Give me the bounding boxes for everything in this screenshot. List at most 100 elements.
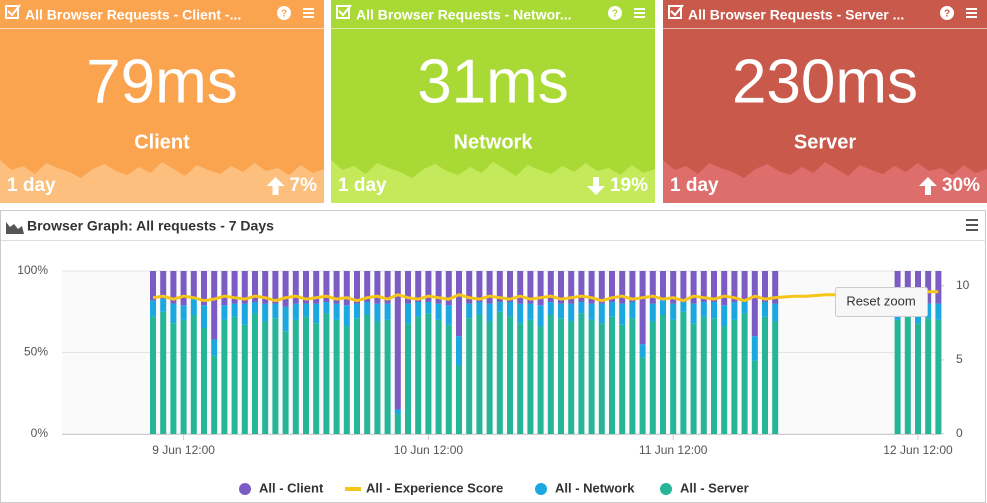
- y-tick-label: 100%: [17, 263, 48, 277]
- bar-segment: [690, 271, 697, 304]
- bar-segment: [435, 319, 442, 434]
- bar-segment: [292, 271, 299, 304]
- legend-label[interactable]: All - Client: [259, 480, 324, 495]
- bar-segment: [558, 303, 564, 319]
- menu-bar: [303, 16, 314, 18]
- bar-segment: [476, 301, 483, 316]
- bar-segment: [904, 316, 911, 434]
- legend-label[interactable]: All - Server: [680, 480, 749, 495]
- bar-segment: [527, 319, 534, 434]
- y2-tick-label: 10: [956, 278, 970, 292]
- bar-segment: [343, 271, 350, 306]
- bar-segment: [547, 271, 554, 302]
- bar-segment: [303, 303, 309, 317]
- bar-segment: [609, 316, 615, 434]
- bar-segment: [170, 323, 177, 434]
- bar-segment: [374, 303, 381, 322]
- bar-segment: [680, 311, 687, 434]
- tile-label: Network: [454, 131, 534, 153]
- bar-segment: [180, 305, 187, 320]
- bar-segment: [272, 318, 279, 434]
- bar-segment: [639, 344, 646, 358]
- tile-period: 1 day: [7, 175, 56, 196]
- bar-segment: [496, 311, 503, 434]
- tile-help[interactable]: [608, 6, 622, 20]
- reset-zoom-label: Reset zoom: [846, 293, 915, 308]
- bar-segment: [190, 271, 197, 298]
- bar-segment: [201, 271, 207, 306]
- panel-menu[interactable]: [966, 219, 978, 231]
- bar-segment: [496, 271, 503, 302]
- bar-segment: [547, 301, 554, 316]
- bar-segment: [578, 301, 585, 314]
- bar-segment: [578, 313, 585, 434]
- tile-trend-arrow: [266, 177, 285, 195]
- bar-segment: [384, 271, 391, 304]
- bar-segment: [894, 319, 901, 434]
- bar-segment: [221, 271, 228, 306]
- tile-checkbox: [336, 5, 350, 19]
- legend-label[interactable]: All - Network: [555, 480, 635, 495]
- bar-segment: [323, 301, 330, 314]
- bar-segment: [150, 271, 156, 301]
- tile-trend-arrow: [918, 177, 937, 195]
- tile-help[interactable]: [940, 6, 954, 20]
- tile-check: [338, 4, 352, 17]
- tile-help[interactable]: [277, 6, 291, 20]
- bar-segment: [486, 271, 493, 304]
- tile-menu[interactable]: [634, 8, 645, 18]
- bar-segment: [313, 323, 320, 434]
- bar-segment: [415, 301, 422, 317]
- bar-segment: [609, 301, 615, 317]
- bar-segment: [588, 319, 595, 434]
- bar-segment: [772, 303, 779, 322]
- tile-title: All Browser Requests - Networ...: [356, 7, 572, 23]
- bar-segment: [282, 306, 289, 332]
- bar-segment: [323, 313, 330, 434]
- bar-segment: [711, 271, 717, 302]
- bar-segment: [354, 318, 360, 434]
- bar-segment: [690, 303, 697, 324]
- bar-segment: [425, 301, 432, 314]
- bar-segment: [711, 318, 717, 434]
- bar-segment: [537, 305, 544, 327]
- bar-segment: [741, 300, 748, 314]
- bar-segment: [211, 271, 218, 340]
- tile-menu[interactable]: [303, 8, 314, 18]
- bar-segment: [466, 318, 473, 434]
- bar-segment: [445, 271, 452, 306]
- bar-segment: [507, 271, 513, 302]
- legend-marker: [535, 483, 547, 495]
- bar-segment: [221, 305, 228, 320]
- bar-segment: [343, 326, 350, 434]
- bar-segment: [405, 271, 411, 304]
- bar-segment: [272, 303, 279, 319]
- bar-segment: [170, 303, 177, 324]
- tile-menu[interactable]: [966, 8, 977, 18]
- bar-segment: [537, 326, 544, 434]
- bar-segment: [486, 321, 493, 434]
- line-series: [152, 290, 939, 303]
- bar-segment: [272, 271, 279, 304]
- bar-segment: [282, 331, 289, 434]
- bar-segment: [639, 271, 646, 345]
- bar-segment: [700, 316, 707, 434]
- bar-segment: [670, 319, 677, 434]
- tile-title: All Browser Requests - Server ...: [688, 7, 904, 23]
- bar-segment: [537, 271, 544, 306]
- reset-zoom-button[interactable]: [835, 287, 928, 317]
- bar-segment: [558, 271, 564, 304]
- bar-segment: [507, 316, 513, 434]
- tile-check: [670, 4, 684, 17]
- bar-segment: [160, 298, 167, 312]
- tile-period: 1 day: [338, 175, 387, 196]
- bar-segment: [517, 271, 524, 304]
- tile-period: 1 day: [670, 175, 719, 196]
- bar-segment: [364, 301, 371, 316]
- bar-segment: [507, 301, 513, 317]
- bar-segment: [323, 271, 330, 302]
- legend-label[interactable]: All - Experience Score: [366, 480, 503, 495]
- bar-segment: [721, 305, 728, 327]
- bar-segment: [609, 271, 615, 302]
- bar-segment: [262, 321, 269, 434]
